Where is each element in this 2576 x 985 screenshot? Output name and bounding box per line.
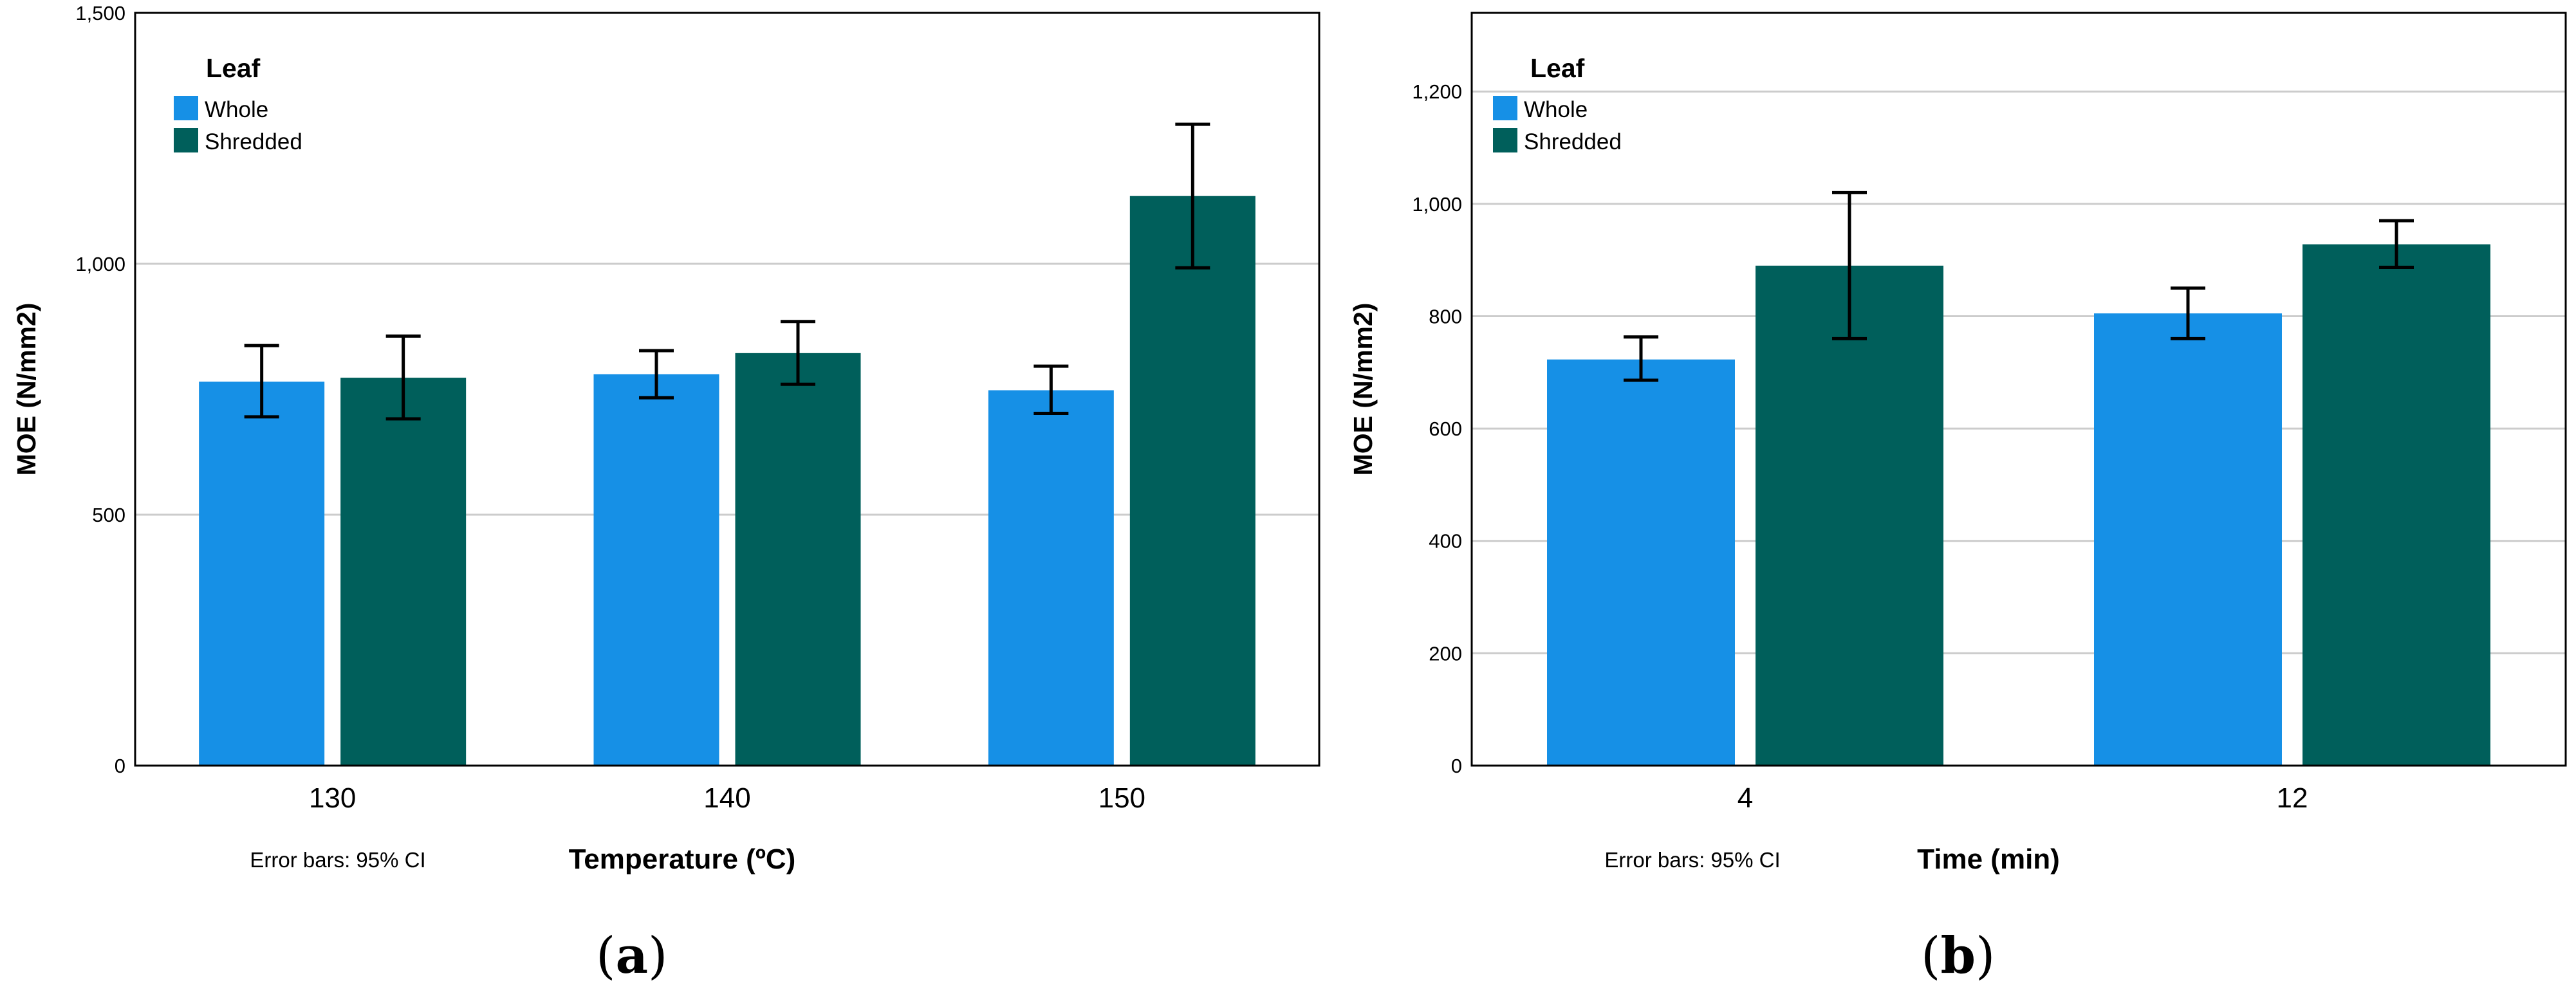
panel-a-x-tick-label: 140 [703, 782, 750, 814]
panel-b-x-axis-title: Time (min) [1917, 843, 2060, 875]
panel-b-y-tick-label: 600 [1429, 418, 1462, 440]
panel-a-error-bar-shredded-140 [781, 320, 815, 386]
panel-a-legend-swatch-shredded [174, 128, 198, 152]
panel-b-error-bar-whole-4 [1624, 335, 1658, 382]
panel-b-error-bar-whole-12 [2171, 286, 2205, 340]
panel-a-error-bar-note: Error bars: 95% CI [250, 848, 425, 872]
panel-b-legend-swatch-shredded [1493, 128, 1517, 152]
panel-b-error-bar-shredded-4 [1832, 190, 1867, 340]
panel-b-error-bar-shredded-12 [2379, 219, 2414, 270]
panel-a-error-bar-shredded-150 [1175, 122, 1210, 270]
panel-a-y-tick-label: 1,000 [75, 253, 125, 275]
panel-a-plot-frame [134, 12, 1320, 767]
panel-a-bar-shredded-130 [340, 378, 467, 766]
panel-a-x-axis-title: Temperature (ºC) [569, 843, 796, 875]
panel-b-y-tick-label: 200 [1429, 642, 1462, 665]
panel-a-bar-whole-150 [988, 390, 1114, 766]
panel-b-bar-whole-4 [1547, 359, 1735, 766]
panel-a-bar-whole-130 [199, 382, 325, 766]
panel-a-error-bar-whole-150 [1033, 364, 1069, 415]
panel-a-y-tick-label: 500 [92, 504, 125, 526]
panel-b-plot-frame [1470, 12, 2567, 767]
panel-a-error-bar-shredded-130 [385, 334, 421, 421]
panel-b-legend-label-shredded: Shredded [1524, 129, 1622, 154]
panel-a-legend-label-whole: Whole [205, 97, 268, 122]
panel-b-legend-label-whole: Whole [1524, 97, 1588, 122]
panel-label-b: (b) [1921, 926, 1996, 985]
panel-a-y-tick-label: 0 [115, 755, 125, 777]
panel-a-error-bar-whole-140 [639, 349, 674, 400]
panel-b-y-tick-label: 800 [1429, 305, 1462, 327]
panel-label-b-letter: b [1940, 926, 1976, 985]
panel-b-error-bar-note: Error bars: 95% CI [1604, 848, 1780, 872]
panel-a-bar-whole-140 [593, 374, 719, 766]
panel-b-legend-title: Leaf [1530, 53, 1585, 83]
panel-a-legend-label-shredded: Shredded [205, 129, 302, 154]
panel-label-a: (a) [596, 926, 668, 985]
panel-b-y-axis-title: MOE (N/mm2) [1348, 303, 1378, 476]
panel-b-x-tick-label: 12 [2277, 782, 2308, 814]
panel-a-x-tick-label: 150 [1098, 782, 1145, 814]
panel-b-x-tick-label: 4 [1737, 782, 1753, 814]
panel-b-legend-swatch-whole [1493, 96, 1517, 120]
panel-a-legend-swatch-whole [174, 96, 198, 120]
panel-b-bar-shredded-12 [2303, 244, 2490, 766]
panel-a-x-tick-label: 130 [309, 782, 356, 814]
panel-b-bar-shredded-4 [1756, 265, 1943, 766]
panel-label-a-letter: a [615, 926, 648, 985]
panel-a-bar-shredded-150 [1129, 196, 1256, 766]
panel-a-y-tick-label: 1,500 [75, 2, 125, 24]
panel-b-y-tick-label: 0 [1451, 755, 1462, 777]
panel-b-y-tick-label: 400 [1429, 530, 1462, 553]
panel-b-y-tick-label: 1,200 [1412, 80, 1462, 103]
panel-b-y-tick-label: 1,000 [1412, 193, 1462, 216]
panel-a-bar-shredded-140 [735, 353, 861, 766]
panel-a-legend-title: Leaf [206, 53, 261, 83]
panel-a-y-axis-title: MOE (N/mm2) [12, 303, 41, 476]
panel-b-bar-whole-12 [2094, 313, 2282, 766]
panel-a-error-bar-whole-130 [244, 344, 279, 419]
